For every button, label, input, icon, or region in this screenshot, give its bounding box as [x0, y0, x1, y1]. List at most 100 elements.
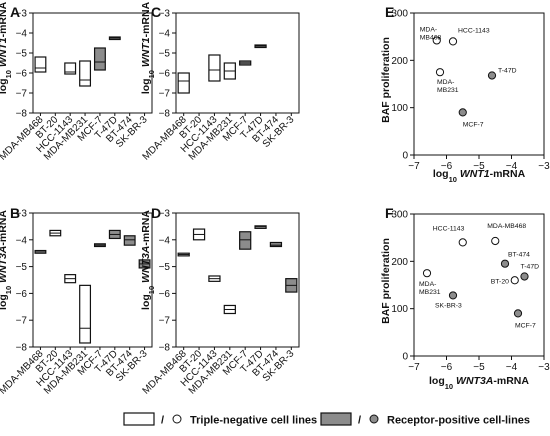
point-label-t-47d: T-47D	[521, 263, 540, 270]
point-hcc-1143	[448, 37, 458, 46]
x-tick-label: −3	[538, 362, 550, 373]
y-tick-label: −8	[16, 343, 28, 354]
y-tick-label: −3	[16, 9, 28, 20]
y-tick-label: −8	[159, 343, 171, 354]
legend: / Triple-negative cell lines / Receptor-…	[123, 412, 530, 427]
legend-marker-positive	[369, 414, 379, 424]
plot-frame	[175, 12, 300, 114]
point-mda-mb231	[435, 68, 445, 77]
point-mda-mb231	[422, 269, 432, 278]
point-mda-mb468	[432, 36, 441, 45]
box-mcf-7	[239, 231, 252, 250]
point-label-hcc-1143: HCC-1143	[433, 225, 465, 232]
point-bt-20	[510, 276, 519, 285]
x-axis-label: log10 WNT1-mRNA	[433, 168, 526, 184]
y-tick-label: −3	[16, 209, 28, 220]
point-label-hcc-1143: HCC-1143	[458, 27, 490, 34]
plot-frame	[175, 212, 300, 348]
x-tick-label: −4	[506, 362, 518, 373]
legend-slash-positive: /	[358, 415, 361, 427]
y-tick-label: −4	[159, 29, 171, 40]
box-t-47d	[254, 225, 267, 229]
x-tick-label: −6	[441, 362, 453, 373]
x-tick-label: −5	[473, 161, 485, 172]
y-axis-label: log10 WNT1-mRNA	[140, 1, 156, 94]
y-tick-label: −7	[16, 89, 28, 100]
x-tick-label: −7	[408, 161, 420, 172]
x-tick-label: −6	[441, 161, 453, 172]
point-mcf-7	[458, 108, 467, 117]
point-label-mcf-7: MCF-7	[463, 121, 484, 128]
point-label-mda-mb231: MDA-MB231	[437, 79, 459, 94]
panel-e: E 0 100 200 300 −7 −6 −5 −4 −3 BAF proliferation lo…	[380, 4, 550, 184]
x-tick-label: −4	[506, 161, 518, 172]
point-label-mcf-7: MCF-7	[515, 322, 536, 329]
point-t-47d	[520, 272, 529, 281]
legend-swatch-positive	[320, 412, 352, 426]
point-label-t-47d: T-47D	[498, 67, 517, 74]
legend-marker-negative	[172, 414, 182, 424]
panel-label: E	[385, 4, 394, 20]
point-label-mda-mb468: MDA-MB468	[487, 223, 526, 230]
y-tick-label: −6	[16, 289, 28, 300]
y-tick-label: 200	[391, 257, 408, 268]
point-bt-474	[500, 259, 510, 268]
panel-label: D	[151, 205, 161, 221]
y-tick-label: −8	[16, 109, 28, 120]
box-mda-mb231	[79, 60, 92, 87]
point-label-bt-474: BT-474	[508, 252, 530, 259]
y-tick-label: −4	[16, 29, 28, 40]
legend-label-negative: Triple-negative cell lines	[190, 415, 317, 427]
y-tick-label: −7	[159, 316, 171, 327]
y-tick-label: 200	[391, 56, 408, 67]
y-tick-label: −3	[159, 209, 171, 220]
box-mcf-7	[93, 47, 106, 71]
y-axis-label: log10 WNT1-mRNA	[0, 1, 13, 94]
y-tick-label: −5	[159, 49, 171, 60]
box-bt-474	[123, 235, 136, 246]
x-tick-label: −3	[538, 161, 550, 172]
legend-label-positive: Receptor-positive cell-lines	[387, 415, 530, 427]
point-mcf-7	[513, 309, 523, 318]
y-tick-label: 100	[391, 103, 408, 114]
legend-slash-negative: /	[161, 415, 164, 427]
y-tick-label: −5	[16, 262, 28, 273]
y-tick-label: 0	[402, 151, 408, 162]
y-tick-label: −5	[159, 262, 171, 273]
panel-label: B	[10, 205, 20, 221]
box-hcc-1143	[64, 62, 77, 75]
point-label-sk-br-3: SK-BR-3	[435, 302, 462, 309]
box-bt-474	[269, 241, 283, 248]
y-axis-label: log10 WNT3A-mRNA	[140, 210, 156, 310]
y-tick-label: −4	[16, 235, 28, 246]
legend-swatch-negative	[123, 412, 155, 426]
point-label-mda-mb231: MDA-MB231	[419, 281, 441, 296]
point-sk-br-3	[448, 291, 458, 300]
y-tick-label: −4	[159, 235, 171, 246]
y-axis-label: log10 WNT3A-mRNA	[0, 210, 13, 310]
x-tick-label: −7	[408, 362, 420, 373]
y-tick-label: −6	[159, 289, 171, 300]
box-mda-mb468	[34, 56, 47, 73]
y-axis-label: BAF proliferation	[380, 238, 392, 324]
box-mda-mb231	[79, 284, 92, 344]
y-tick-label: −7	[16, 316, 28, 327]
x-tick-label: −5	[473, 362, 485, 373]
y-tick-label: 300	[391, 9, 408, 20]
y-tick-label: 300	[391, 210, 408, 221]
panel-label: A	[10, 4, 20, 20]
point-t-47d	[487, 71, 497, 80]
plot-frame	[32, 212, 153, 348]
y-tick-label: 100	[391, 304, 408, 315]
panel-f: F 0 100 200 300 −7 −6 −5 −4 −3 BAF proliferation lo…	[380, 205, 550, 391]
y-tick-label: 0	[402, 352, 408, 363]
point-mda-mb468	[491, 236, 500, 246]
box-hcc-1143	[208, 54, 221, 82]
plot-frame	[32, 12, 153, 114]
y-axis-label: BAF proliferation	[380, 37, 392, 123]
